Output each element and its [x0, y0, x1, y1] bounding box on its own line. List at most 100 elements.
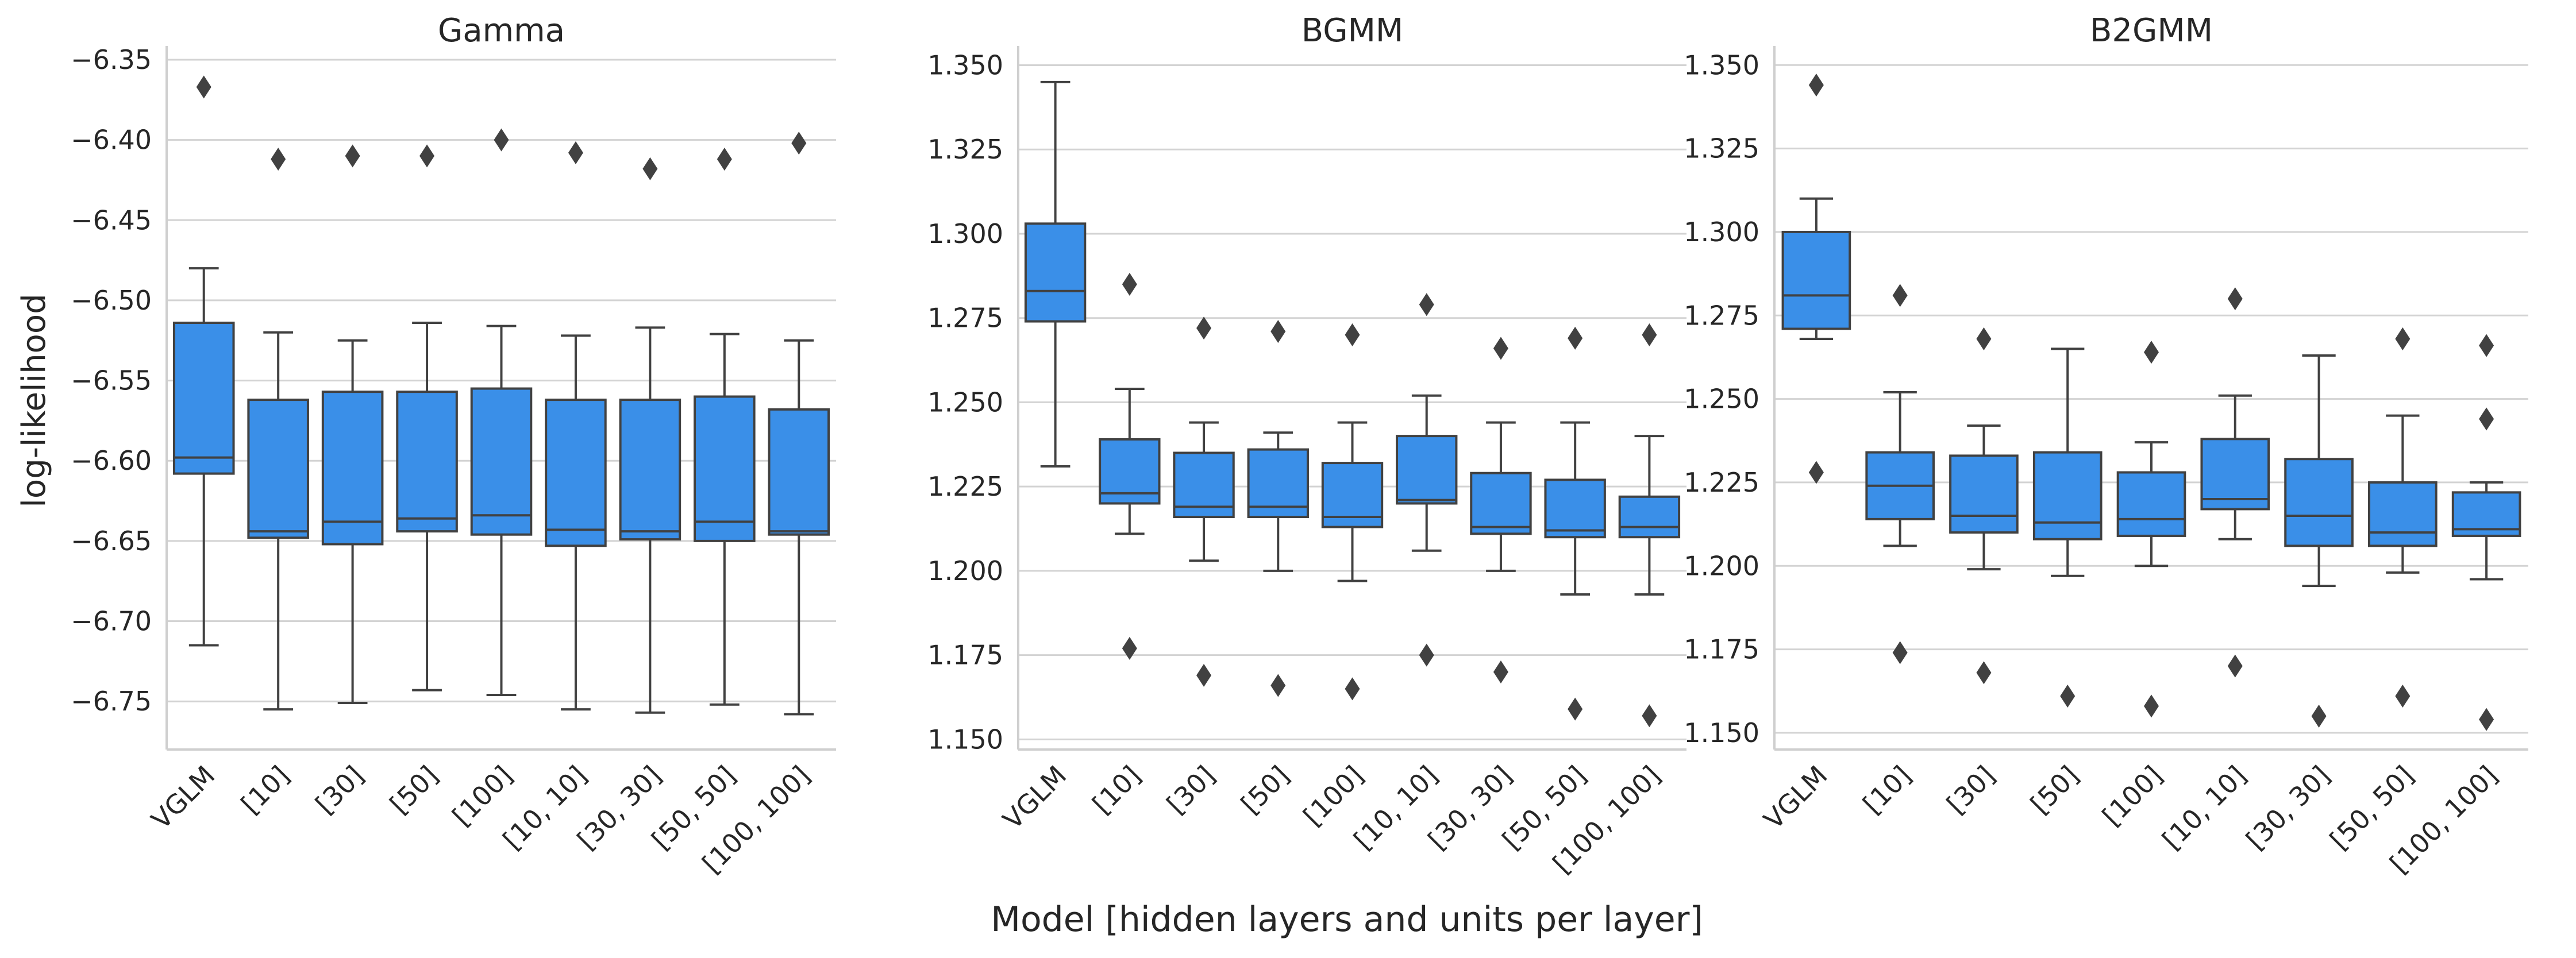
- x-tick-label: [30]: [1940, 760, 2001, 820]
- y-tick-label: 1.150: [927, 724, 1003, 755]
- outlier-point: [1270, 674, 1286, 697]
- outlier-point: [2227, 654, 2243, 678]
- box-body: [396, 391, 458, 533]
- box-3: [396, 144, 458, 692]
- box-7: [694, 148, 756, 706]
- outlier-point: [1196, 316, 1212, 340]
- panel-title: BGMM: [1302, 12, 1403, 49]
- y-tick-label: −6.70: [71, 606, 152, 637]
- panel-gamma: −6.75 −6.70 −6.65 −6.60 −6.55 −6.50 −6.45 −6.40…: [16, 12, 836, 879]
- y-tick-label: −6.75: [71, 686, 152, 717]
- box-4: [470, 128, 533, 697]
- box-body: [694, 395, 756, 542]
- box-6: [2284, 354, 2354, 728]
- outlier-point: [1642, 323, 1657, 347]
- outlier-point: [2479, 407, 2494, 431]
- y-tick-label: −6.45: [71, 204, 152, 235]
- box-body: [1618, 495, 1681, 539]
- panel-title: B2GMM: [2090, 12, 2213, 49]
- box-body: [1781, 230, 1851, 330]
- box-3: [1247, 320, 1309, 697]
- outlier-point: [271, 148, 286, 171]
- outlier-point: [2227, 287, 2243, 311]
- outlier-point: [2311, 704, 2327, 728]
- outlier-point: [1345, 323, 1360, 347]
- box-2: [321, 144, 384, 704]
- box-0: [1781, 74, 1851, 484]
- x-tick-label: [10]: [1857, 760, 1917, 820]
- box-0: [1024, 80, 1087, 468]
- y-tick-label: 1.300: [927, 218, 1003, 249]
- y-tick-label: −6.55: [71, 365, 152, 396]
- outlier-point: [568, 141, 583, 164]
- box-5: [545, 141, 607, 711]
- box-body: [1949, 454, 2019, 534]
- x-tick-label: [50]: [384, 760, 444, 820]
- box-0: [172, 75, 235, 647]
- y-tick-label: 1.200: [1684, 550, 1759, 581]
- x-tick-label: [100]: [446, 760, 519, 832]
- box-5: [2200, 287, 2270, 678]
- outlier-point: [2479, 708, 2494, 731]
- box-1: [1099, 273, 1161, 660]
- outlier-point: [1892, 284, 1908, 307]
- y-tick-label: 1.350: [927, 49, 1003, 80]
- box-3: [2032, 347, 2103, 708]
- x-tick-label: VGLM: [997, 760, 1073, 836]
- outlier-point: [1808, 74, 1824, 97]
- x-tick-label: [50]: [2024, 760, 2085, 820]
- outlier-point: [1493, 660, 1508, 683]
- box-1: [247, 148, 309, 711]
- outlier-point: [642, 157, 658, 180]
- outlier-point: [2144, 694, 2159, 718]
- box-2: [1173, 316, 1235, 687]
- outlier-point: [2144, 341, 2159, 364]
- box-body: [2284, 458, 2354, 547]
- y-tick-label: −6.40: [71, 125, 152, 156]
- outlier-point: [1419, 643, 1434, 667]
- box-8: [1618, 323, 1681, 728]
- box-body: [619, 399, 681, 541]
- panel-title: Gamma: [438, 12, 565, 49]
- outlier-point: [1122, 273, 1137, 296]
- outlier-point: [1419, 293, 1434, 316]
- y-tick-label: −6.50: [71, 285, 152, 316]
- outlier-point: [2395, 684, 2411, 708]
- y-tick-label: 1.325: [927, 134, 1003, 165]
- x-tick-label: [10, 10]: [2157, 760, 2252, 856]
- outlier-point: [1270, 320, 1286, 343]
- outlier-point: [2060, 684, 2076, 708]
- x-tick-label: [100]: [1297, 760, 1370, 832]
- box-4: [1321, 323, 1384, 701]
- outlier-point: [2479, 334, 2494, 357]
- outlier-point: [1493, 337, 1508, 360]
- outlier-point: [2395, 327, 2411, 350]
- outlier-point: [791, 132, 807, 155]
- y-tick-label: −6.35: [71, 44, 152, 75]
- box-5: [1396, 293, 1458, 667]
- box-body: [2200, 438, 2270, 511]
- outlier-point: [1196, 663, 1212, 687]
- y-tick-label: 1.325: [1684, 133, 1759, 164]
- box-body: [2116, 471, 2186, 537]
- x-axis-label: Model [hidden layers and units per layer…: [991, 899, 1703, 940]
- outlier-point: [196, 75, 211, 99]
- outlier-point: [1345, 677, 1360, 701]
- y-tick-label: 1.175: [1684, 634, 1759, 665]
- box-6: [1470, 337, 1532, 683]
- x-tick-label: VGLM: [1758, 760, 1834, 836]
- x-tick-label: [30, 30]: [2240, 760, 2336, 856]
- outlier-point: [1568, 326, 1583, 350]
- y-tick-label: 1.350: [1684, 49, 1759, 80]
- box-body: [2032, 451, 2103, 540]
- x-tick-label: [30]: [1161, 760, 1221, 820]
- y-tick-label: 1.150: [1684, 717, 1759, 748]
- x-tick-label: [10]: [235, 760, 295, 820]
- panel-bgmm: 1.150 1.175 1.200 1.225 1.250 1.275 1.300 1.325…: [927, 12, 1686, 879]
- box-body: [321, 391, 384, 546]
- box-body: [768, 408, 830, 536]
- outlier-point: [419, 144, 435, 168]
- outlier-point: [717, 148, 732, 171]
- box-8: [768, 132, 830, 716]
